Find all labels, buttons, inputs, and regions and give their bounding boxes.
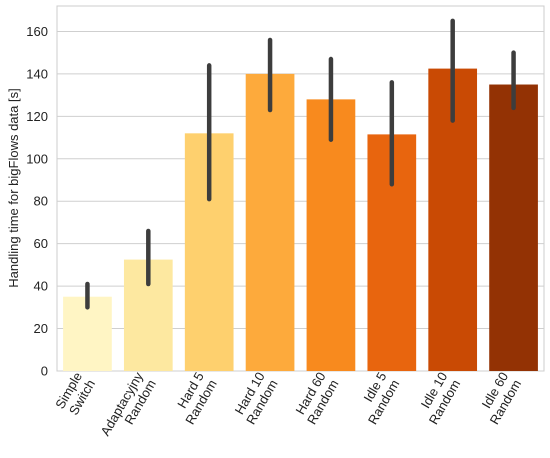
y-tick-label: 20 (34, 321, 48, 336)
y-tick-label: 80 (34, 194, 48, 209)
y-tick-label: 100 (26, 151, 48, 166)
y-tick-label: 0 (41, 364, 48, 379)
bar (245, 73, 295, 371)
y-axis-label: Handling time for bigFlows data [s] (6, 88, 21, 287)
y-tick-label: 40 (34, 279, 48, 294)
error-bars (85, 18, 516, 310)
y-tick-label: 60 (34, 236, 48, 251)
y-axis-ticks: 0 20 40 60 80 100 120 140 160 (26, 24, 48, 379)
y-tick-label: 160 (26, 24, 48, 39)
bar (489, 84, 538, 371)
y-tick-label: 120 (26, 109, 48, 124)
bar (306, 99, 356, 371)
y-tick-label: 140 (26, 66, 48, 81)
